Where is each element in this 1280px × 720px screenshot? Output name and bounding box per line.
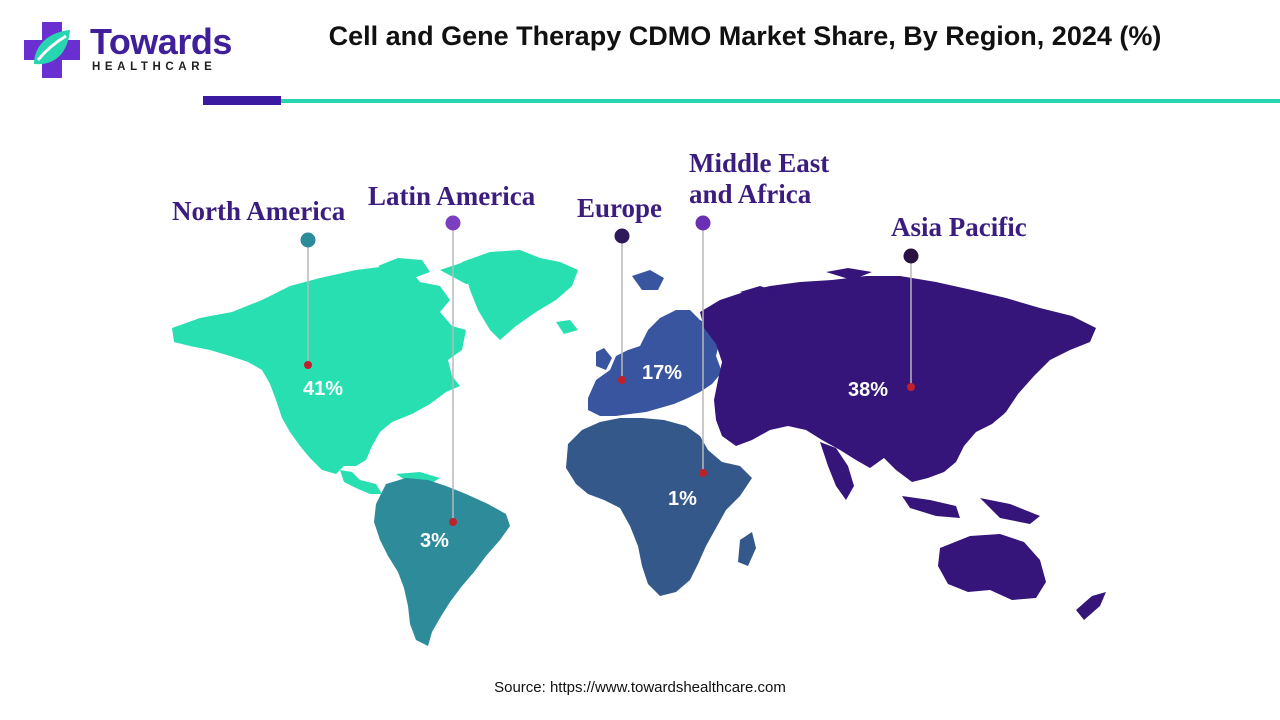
anchor-europe: [618, 376, 626, 384]
brand-tagline: HEALTHCARE: [92, 61, 217, 73]
anchor-latin-america: [449, 518, 457, 526]
region-label-middle-east-africa: Middle East and Africa: [689, 148, 830, 209]
value-asia-pacific: 38%: [848, 379, 889, 401]
brand-name: Towards: [90, 21, 232, 62]
marker-north-america: [300, 232, 316, 248]
brand-logo: Towards HEALTHCARE: [20, 18, 240, 82]
title-rule-accent: [203, 96, 281, 105]
value-north-america: 41%: [303, 378, 344, 400]
region-label-europe: Europe: [577, 193, 663, 223]
anchor-north-america: [304, 361, 312, 369]
leader-lines: [307, 223, 912, 522]
region-label-asia-pacific: Asia Pacific: [891, 212, 1027, 242]
marker-asia-pacific: [903, 248, 919, 264]
region-shape-middle-east-africa: [566, 418, 756, 596]
anchor-asia-pacific: [907, 383, 915, 391]
region-shape-latin-america: [374, 478, 510, 646]
value-europe: 17%: [642, 362, 683, 384]
value-latin-america: 3%: [420, 530, 449, 552]
value-middle-east-africa: 1%: [668, 488, 697, 510]
region-label-north-america: North America: [172, 196, 346, 226]
region-shape-asia-pacific: [700, 268, 1106, 620]
anchor-middle-east-africa: [699, 469, 707, 477]
marker-middle-east-africa: [695, 215, 711, 231]
anchor-points: [304, 361, 915, 526]
title-rule: [281, 99, 1280, 103]
region-shape-europe: [588, 270, 722, 416]
medical-cross-leaf-icon: [24, 22, 80, 78]
marker-latin-america: [445, 215, 461, 231]
region-label-latin-america: Latin America: [368, 181, 536, 211]
marker-europe: [614, 228, 630, 244]
chart-title: Cell and Gene Therapy CDMO Market Share,…: [328, 21, 1162, 51]
region-shape-north-america: [172, 250, 578, 494]
source-note: Source: https://www.towardshealthcare.co…: [494, 679, 786, 696]
